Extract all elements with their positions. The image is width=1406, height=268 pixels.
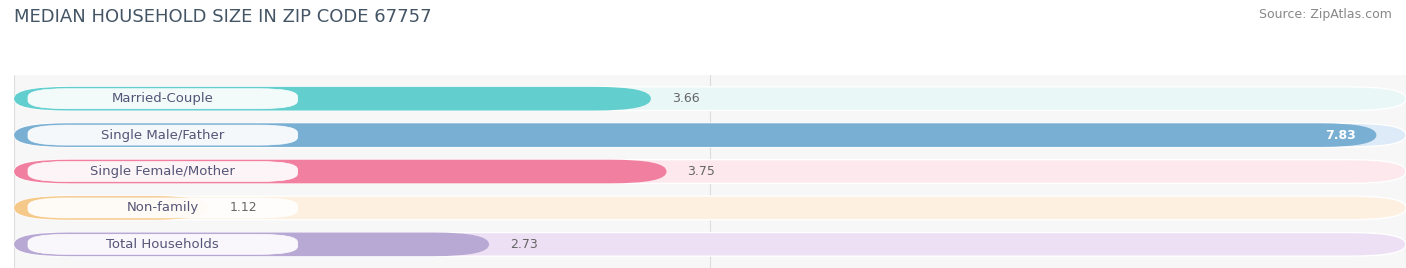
Text: MEDIAN HOUSEHOLD SIZE IN ZIP CODE 67757: MEDIAN HOUSEHOLD SIZE IN ZIP CODE 67757: [14, 8, 432, 26]
Text: Non-family: Non-family: [127, 202, 198, 214]
FancyBboxPatch shape: [14, 196, 1406, 220]
FancyBboxPatch shape: [14, 87, 1406, 110]
Text: 2.73: 2.73: [510, 238, 537, 251]
FancyBboxPatch shape: [14, 196, 209, 220]
Text: 3.66: 3.66: [672, 92, 699, 105]
FancyBboxPatch shape: [14, 123, 1376, 147]
FancyBboxPatch shape: [14, 87, 651, 110]
Text: Married-Couple: Married-Couple: [112, 92, 214, 105]
Text: Total Households: Total Households: [107, 238, 219, 251]
FancyBboxPatch shape: [28, 89, 298, 109]
FancyBboxPatch shape: [14, 233, 1406, 256]
Text: Source: ZipAtlas.com: Source: ZipAtlas.com: [1258, 8, 1392, 21]
FancyBboxPatch shape: [28, 125, 298, 145]
Text: Single Female/Mother: Single Female/Mother: [90, 165, 235, 178]
FancyBboxPatch shape: [14, 123, 1406, 147]
FancyBboxPatch shape: [14, 233, 489, 256]
FancyBboxPatch shape: [14, 160, 666, 183]
FancyBboxPatch shape: [28, 162, 298, 181]
Text: 3.75: 3.75: [688, 165, 716, 178]
Text: 1.12: 1.12: [229, 202, 257, 214]
FancyBboxPatch shape: [14, 160, 1406, 183]
FancyBboxPatch shape: [28, 234, 298, 254]
Text: 7.83: 7.83: [1324, 129, 1355, 142]
Text: Single Male/Father: Single Male/Father: [101, 129, 225, 142]
FancyBboxPatch shape: [28, 198, 298, 218]
